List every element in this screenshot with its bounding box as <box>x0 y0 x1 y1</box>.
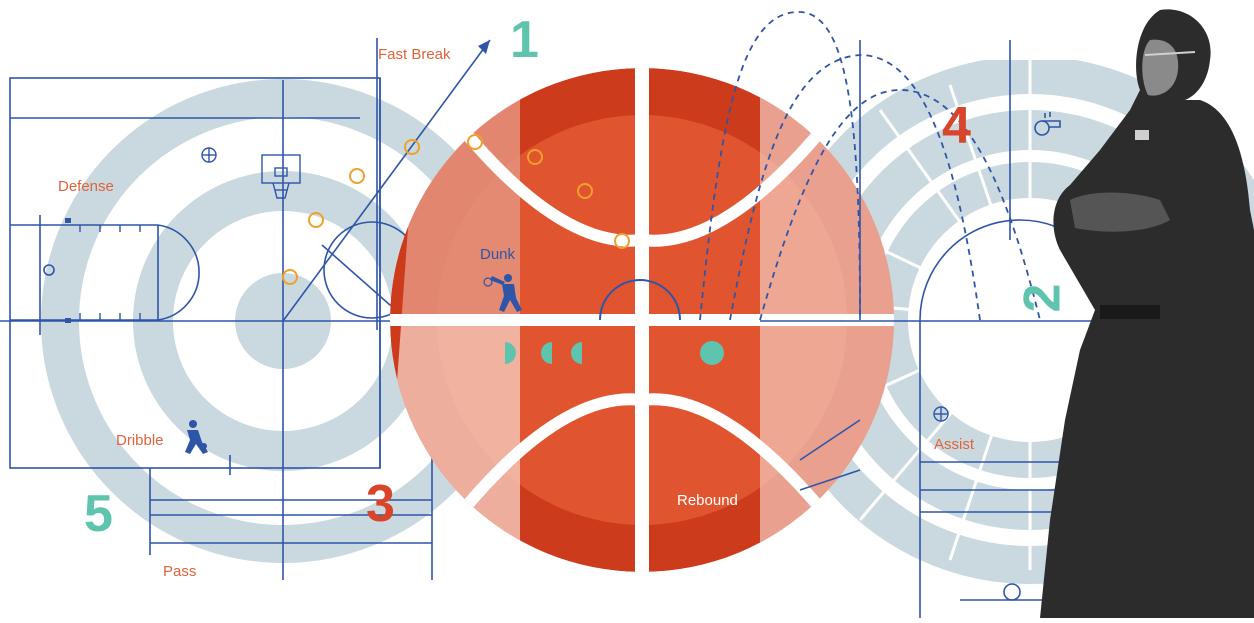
label-defense: Defense <box>58 178 114 195</box>
label-pass: Pass <box>163 563 197 580</box>
court-ticks <box>79 225 141 320</box>
arrow-head-icon <box>478 40 490 54</box>
basketball-icon <box>933 406 949 422</box>
teal-markers <box>505 341 724 365</box>
number-1: 1 <box>510 11 539 69</box>
dribble-player-icon <box>185 420 208 454</box>
label-dribble: Dribble <box>116 432 164 449</box>
label-rebound: Rebound <box>677 492 738 509</box>
coach-figure <box>1040 9 1254 618</box>
number-5: 5 <box>84 485 113 543</box>
dunk-player-icon <box>483 274 522 312</box>
number-4: 4 <box>942 97 971 155</box>
label-dunk: Dunk <box>480 246 516 263</box>
player-markers <box>282 134 630 285</box>
label-assist: Assist <box>934 436 975 453</box>
hoop-icon <box>261 154 301 199</box>
basketball <box>390 68 894 572</box>
label-fast-break: Fast Break <box>378 46 451 63</box>
basketball-icon <box>201 147 217 163</box>
left-court-lines <box>0 38 491 580</box>
number-2: 2 <box>1013 283 1072 313</box>
whistle-icon <box>1034 112 1061 136</box>
number-3: 3 <box>366 475 395 533</box>
